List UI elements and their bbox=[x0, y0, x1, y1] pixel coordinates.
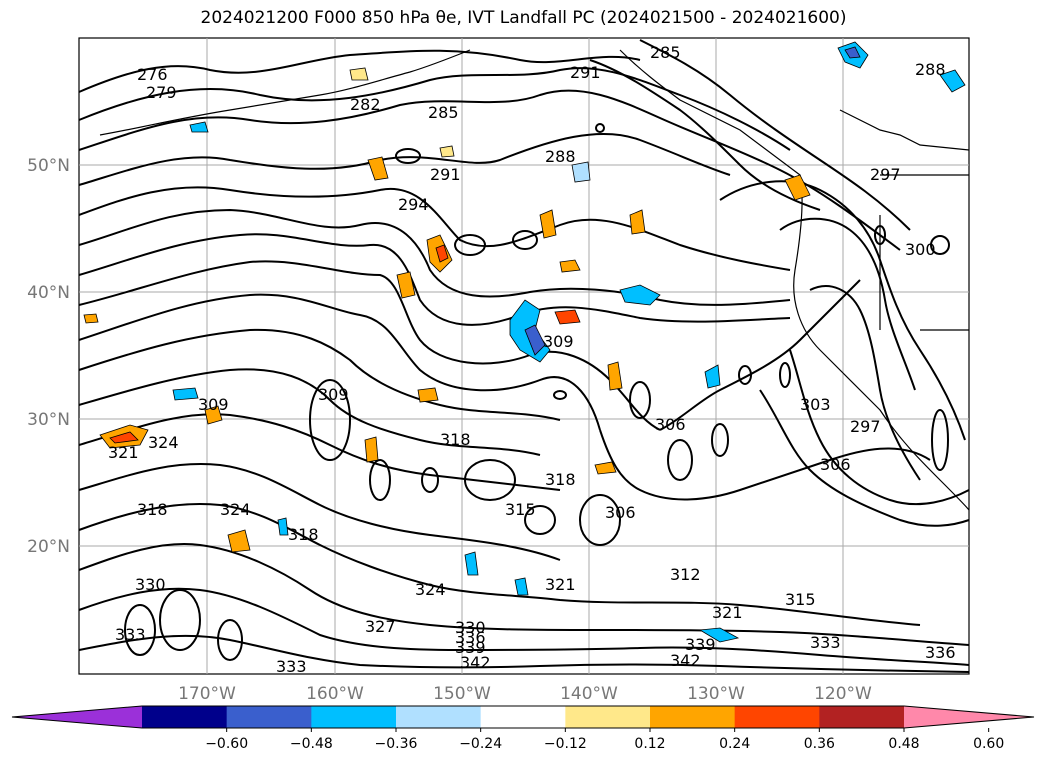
colorbar-tick-label: 0.36 bbox=[804, 736, 835, 752]
contour-label: 297 bbox=[870, 165, 901, 184]
lat-tick: 30°N bbox=[27, 410, 70, 430]
colorbar-bin bbox=[396, 706, 482, 728]
graticule bbox=[79, 38, 969, 674]
lon-tick: 120°W bbox=[814, 684, 872, 704]
colorbar-tick-label: 0.60 bbox=[973, 736, 1004, 752]
colorbar-bin bbox=[565, 706, 651, 728]
colorbar-bin bbox=[142, 706, 228, 728]
contour-label: 318 bbox=[545, 470, 576, 489]
colorbar-tick-label: −0.48 bbox=[290, 736, 333, 752]
contour-label: 306 bbox=[655, 415, 686, 434]
contour-label: 321 bbox=[545, 575, 576, 594]
contour-label: 324 bbox=[415, 580, 446, 599]
coastline bbox=[99, 49, 970, 511]
contour-label: 342 bbox=[670, 651, 701, 670]
colorbar: −0.60 −0.48 −0.36 −0.24 −0.12 0.12 0.24 0.36 0.4… bbox=[11, 705, 1035, 752]
contour-label: 321 bbox=[712, 603, 743, 622]
colorbar-bin bbox=[650, 706, 736, 728]
contour-label: 309 bbox=[543, 332, 574, 351]
contour-label: 330 bbox=[455, 618, 486, 637]
lon-tick: 160°W bbox=[306, 684, 364, 704]
colorbar-tick-label: 0.24 bbox=[719, 736, 750, 752]
contour-label: 336 bbox=[925, 643, 956, 662]
contour-label: 324 bbox=[148, 433, 179, 452]
contour-label: 327 bbox=[365, 617, 396, 636]
theta-e-contours bbox=[78, 39, 970, 673]
colorbar-tick-label: −0.24 bbox=[459, 736, 502, 752]
contour-label: 318 bbox=[137, 500, 168, 519]
contour-label: 288 bbox=[545, 147, 576, 166]
colorbar-bin bbox=[226, 706, 312, 728]
lon-tick: 150°W bbox=[433, 684, 491, 704]
contour-label: 279 bbox=[146, 83, 177, 102]
closed-contours bbox=[124, 123, 950, 661]
contour-label: 333 bbox=[810, 633, 841, 652]
colorbar-bin bbox=[819, 706, 905, 728]
contour-label: 297 bbox=[850, 417, 881, 436]
contour-label: 339 bbox=[455, 638, 486, 657]
lat-tick-labels: 50°N 40°N 30°N 20°N bbox=[27, 156, 70, 557]
contour-label: 303 bbox=[800, 395, 831, 414]
contour-label: 315 bbox=[785, 590, 816, 609]
lon-tick: 170°W bbox=[178, 684, 236, 704]
contour-label: 306 bbox=[605, 503, 636, 522]
colorbar-bin bbox=[734, 706, 820, 728]
colorbar-tick-label: 0.48 bbox=[888, 736, 919, 752]
contour-label: 342 bbox=[460, 653, 491, 672]
contour-label: 312 bbox=[670, 565, 701, 584]
contour-label: 309 bbox=[318, 385, 349, 404]
contour-label: 330 bbox=[135, 575, 166, 594]
contour-label: 300 bbox=[905, 240, 936, 259]
contour-label: 336 bbox=[455, 628, 486, 647]
contour-label: 318 bbox=[288, 525, 319, 544]
contour-label: 339 bbox=[685, 635, 716, 654]
contour-label: 306 bbox=[820, 455, 851, 474]
contour-labels: 276 279 282 285 285 288 288 291 291 294 … bbox=[108, 43, 956, 676]
contour-label: 309 bbox=[198, 395, 229, 414]
contour-label: 333 bbox=[115, 625, 146, 644]
colorbar-tick-label: 0.12 bbox=[634, 736, 665, 752]
colorbar-extend-low bbox=[12, 706, 142, 728]
contour-label: 291 bbox=[430, 165, 461, 184]
ivt-shading bbox=[83, 41, 966, 643]
contour-label: 294 bbox=[398, 195, 429, 214]
colorbar-outline bbox=[11, 705, 1035, 729]
contour-label: 291 bbox=[570, 63, 601, 82]
contour-label: 288 bbox=[915, 60, 946, 79]
contour-label: 285 bbox=[428, 103, 459, 122]
contour-label: 285 bbox=[650, 43, 681, 62]
contour-label: 321 bbox=[108, 443, 139, 462]
lat-tick: 20°N bbox=[27, 537, 70, 557]
contour-label: 315 bbox=[505, 500, 536, 519]
colorbar-tick-label: −0.60 bbox=[205, 736, 248, 752]
lon-tick: 140°W bbox=[560, 684, 618, 704]
contour-label: 276 bbox=[137, 65, 168, 84]
map-title: 2024021200 F000 850 hPa θe, IVT Landfall… bbox=[200, 8, 847, 28]
lat-tick: 50°N bbox=[27, 156, 70, 176]
contour-label: 333 bbox=[276, 657, 307, 676]
lat-tick: 40°N bbox=[27, 283, 70, 303]
colorbar-extend-high bbox=[904, 706, 1034, 728]
lon-tick-labels: 170°W 160°W 150°W 140°W 130°W 120°W bbox=[178, 684, 872, 704]
colorbar-bin bbox=[480, 706, 566, 728]
colorbar-bin bbox=[311, 706, 397, 728]
contour-label: 282 bbox=[350, 95, 381, 114]
contour-label: 324 bbox=[220, 500, 251, 519]
lon-tick: 130°W bbox=[687, 684, 745, 704]
map-frame bbox=[78, 37, 970, 675]
colorbar-tick-label: −0.36 bbox=[375, 736, 418, 752]
colorbar-tick-label: −0.12 bbox=[544, 736, 587, 752]
contour-label: 318 bbox=[440, 430, 471, 449]
